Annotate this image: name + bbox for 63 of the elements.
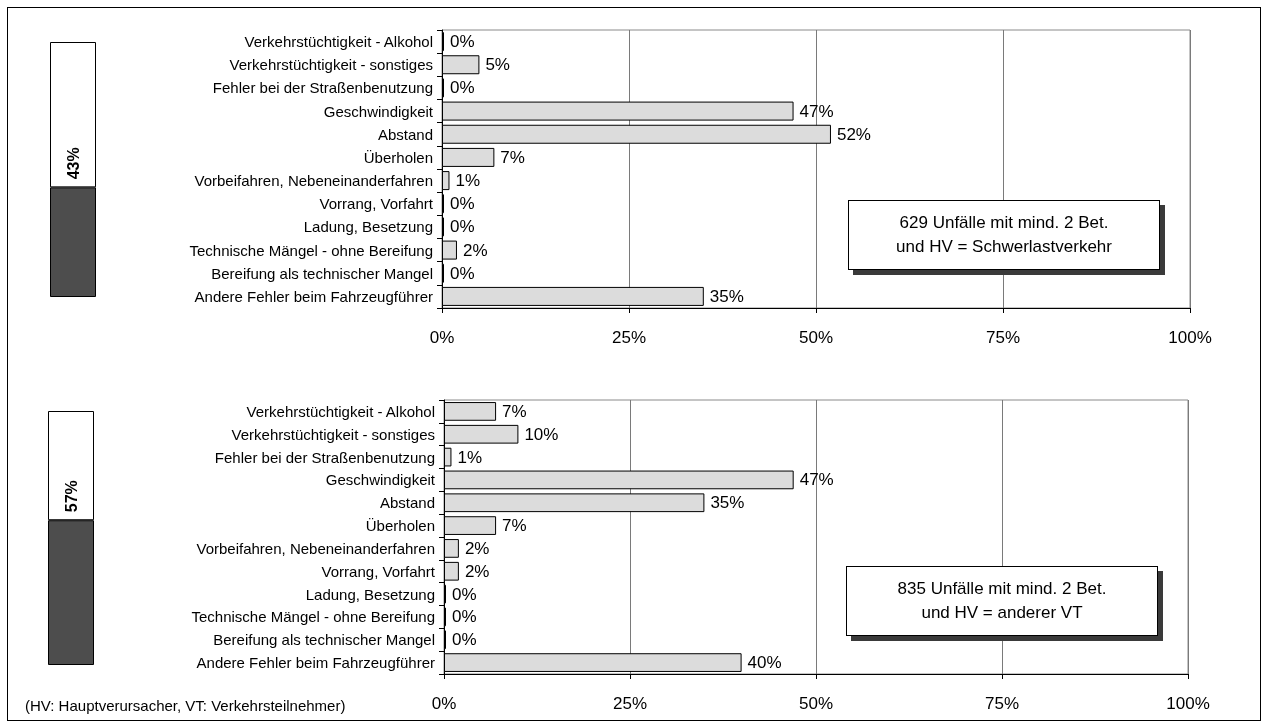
data-label: 0% [450, 78, 475, 98]
data-label: 1% [457, 447, 483, 467]
data-label: 0% [452, 630, 477, 650]
y-tick-label: Ladung, Besetzung [305, 585, 435, 603]
data-label: 35% [709, 286, 744, 306]
y-tick-label: Vorbeifahren, Nebeneinanderfahren [196, 539, 435, 557]
data-label: 47% [799, 470, 834, 490]
data-label: 52% [836, 124, 871, 144]
y-tick-label: Geschwindigkeit [323, 102, 434, 120]
data-label: 35% [710, 493, 745, 513]
annotation: 629 Unfälle mit mind. 2 Bet. und HV = Schwerlastverkehr [896, 212, 1112, 258]
x-tick-label: 0% [431, 694, 457, 713]
y-tick-label: Vorbeifahren, Nebeneinanderfahren [194, 172, 433, 190]
y-tick-label: Vorrang, Vorfahrt [321, 562, 436, 580]
data-label: 40% [747, 653, 782, 673]
data-label: 7% [502, 401, 527, 421]
y-tick-label: Geschwindigkeit [325, 471, 436, 489]
y-tick-label: Verkehrstüchtigkeit - sonstiges [229, 56, 433, 74]
data-label: 0% [450, 217, 475, 237]
data-label: 47% [799, 101, 834, 121]
data-label: 43% [64, 147, 82, 180]
x-tick-label: 25% [612, 694, 648, 713]
data-label: 7% [500, 147, 525, 167]
data-label: 5% [485, 55, 510, 75]
annotation: 835 Unfälle mit mind. 2 Bet. und HV = anderer VT [897, 578, 1107, 624]
data-label: 0% [450, 263, 475, 283]
data-label: 2% [464, 561, 490, 581]
x-tick-label: 25% [611, 328, 647, 347]
data-label: 0% [452, 584, 477, 604]
data-label: 0% [452, 607, 477, 627]
y-tick-label: Bereifung als technischer Mangel [213, 631, 435, 649]
data-label: 2% [462, 240, 488, 260]
y-tick-label: Fehler bei der Straßenbenutzung [214, 448, 435, 466]
y-tick-label: Überholen [363, 148, 433, 166]
y-tick-label: Andere Fehler beim Fahrzeugführer [194, 287, 433, 305]
y-tick-label: Abstand [379, 494, 435, 512]
y-tick-label: Technische Mängel - ohne Bereifung [189, 241, 433, 259]
y-tick-label: Überholen [365, 517, 435, 535]
text: (HV: Hauptverursacher, VT: Verkehrsteilnehmer) [25, 696, 346, 714]
x-tick-label: 50% [798, 694, 834, 713]
x-tick-label: 0% [429, 328, 455, 347]
data-label: 7% [502, 516, 527, 536]
x-tick-label: 75% [985, 328, 1021, 347]
y-tick-label: Verkehrstüchtigkeit - Alkohol [244, 33, 433, 51]
y-tick-label: Fehler bei der Straßenbenutzung [212, 79, 433, 97]
x-tick-label: 50% [798, 328, 834, 347]
x-tick-label: 100% [1168, 328, 1212, 347]
y-tick-label: Abstand [377, 125, 433, 143]
data-label: 0% [450, 32, 475, 52]
data-label: 2% [464, 538, 490, 558]
y-tick-label: Andere Fehler beim Fahrzeugführer [196, 654, 435, 672]
y-tick-label: Technische Mängel - ohne Bereifung [191, 608, 435, 626]
data-label: 10% [524, 424, 559, 444]
y-tick-label: Verkehrstüchtigkeit - Alkohol [246, 402, 435, 420]
y-tick-label: Ladung, Besetzung [303, 218, 433, 236]
data-label: 57% [62, 480, 80, 513]
x-tick-label: 100% [1166, 694, 1210, 713]
y-tick-label: Vorrang, Vorfahrt [319, 195, 434, 213]
y-tick-label: Verkehrstüchtigkeit - sonstiges [231, 425, 435, 443]
data-label: 1% [455, 171, 481, 191]
y-tick-label: Bereifung als technischer Mangel [211, 264, 433, 282]
data-label: 0% [450, 194, 475, 214]
x-tick-label: 75% [984, 694, 1020, 713]
